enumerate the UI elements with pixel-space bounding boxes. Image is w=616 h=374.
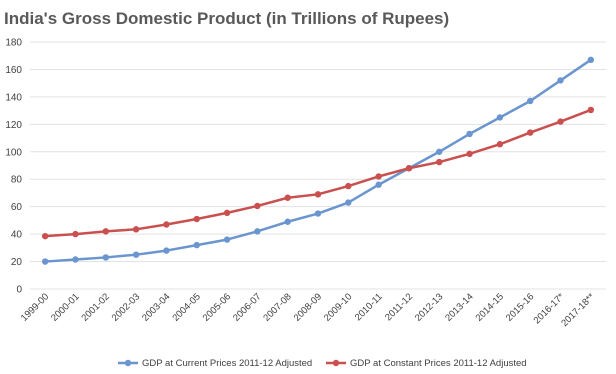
series-2-point [163,221,170,228]
series-1-point [314,210,322,217]
series-1-point [102,254,109,261]
x-tick-label: 2011-12 [383,291,415,323]
x-tick-label: 2008-09 [292,291,324,323]
series-2-point [557,118,564,125]
series-2-point [587,106,595,114]
x-tick-label: 2017-18** [559,291,597,329]
series-2-point [436,158,443,166]
legend-swatch-marker-1 [124,359,132,367]
series-1-point [466,130,473,138]
series-1-point [132,251,140,258]
series-1-point [587,56,595,64]
series-layer [41,56,595,265]
x-tick-label: 2002-03 [110,291,142,323]
series-1-point [223,236,231,243]
series-2-point [527,129,534,136]
y-tick-label: 80 [11,175,23,186]
series-1-point [527,97,534,105]
x-tick-label: 2014-15 [474,291,506,323]
series-1-point [557,77,564,84]
legend-swatch-marker-2 [332,359,340,367]
series-2-point [496,141,504,148]
series-1-point [72,256,79,263]
x-tick-label: 2006-07 [231,291,263,323]
y-tick-label: 60 [11,202,23,213]
x-tick-label: 2010-11 [353,291,385,323]
y-tick-label: 40 [11,230,23,241]
x-axis-ticks: 1999-002000-012001-022002-032003-042004-… [19,291,597,329]
series-1-point [436,148,443,155]
series-2-point [254,202,261,210]
x-tick-label: 2005-06 [201,291,233,323]
series-1-point [41,258,49,265]
chart-title: India's Gross Domestic Product (in Trill… [4,9,449,28]
x-tick-label: 2012-13 [413,291,445,323]
gridlines [30,41,606,290]
series-2-point [193,215,200,223]
y-tick-label: 180 [5,38,22,49]
y-axis-ticks: 0 20 40 60 80 100 120 140 160 180 [5,38,22,296]
series-2-point [314,191,322,198]
x-tick-label: 2003-04 [140,291,172,323]
x-tick-label: 1999-00 [19,291,51,323]
x-tick-label: 2007-08 [261,291,293,323]
series-2-point [375,173,382,180]
series-2-point [102,228,109,235]
series-2-point [405,165,413,172]
series-2-point [132,226,140,233]
series-line-1 [45,58,592,263]
series-2-point [72,230,79,238]
series-2-point [466,150,473,158]
y-tick-label: 140 [5,92,22,103]
y-tick-label: 100 [5,147,22,158]
y-tick-label: 0 [16,285,22,296]
series-2-point [345,182,352,190]
series-1-point [496,114,504,121]
series-2-point [223,209,231,217]
series-1-point [284,218,291,225]
series-2-point [41,232,49,240]
legend-label-2: GDP at Constant Prices 2011-12 Adjusted [350,358,527,369]
series-1-point [375,181,382,188]
y-tick-label: 160 [5,65,22,76]
y-tick-label: 20 [11,257,23,268]
x-tick-label: 2000-01 [49,291,81,323]
legend-label-1: GDP at Current Prices 2011-12 Adjusted [142,358,312,369]
series-1-point [254,228,261,235]
series-line-2 [45,108,592,238]
series-1-point [193,241,200,249]
series-1-point [163,247,170,254]
x-tick-label: 2004-05 [170,291,202,323]
x-tick-label: 2013-14 [443,291,475,323]
legend: GDP at Current Prices 2011-12 Adjusted GD… [118,358,527,369]
series-2-point [284,194,291,201]
x-tick-label: 2009-10 [322,291,354,323]
series-1-point [345,199,352,206]
y-tick-label: 120 [5,120,22,131]
x-tick-label: 2001-02 [79,291,111,323]
